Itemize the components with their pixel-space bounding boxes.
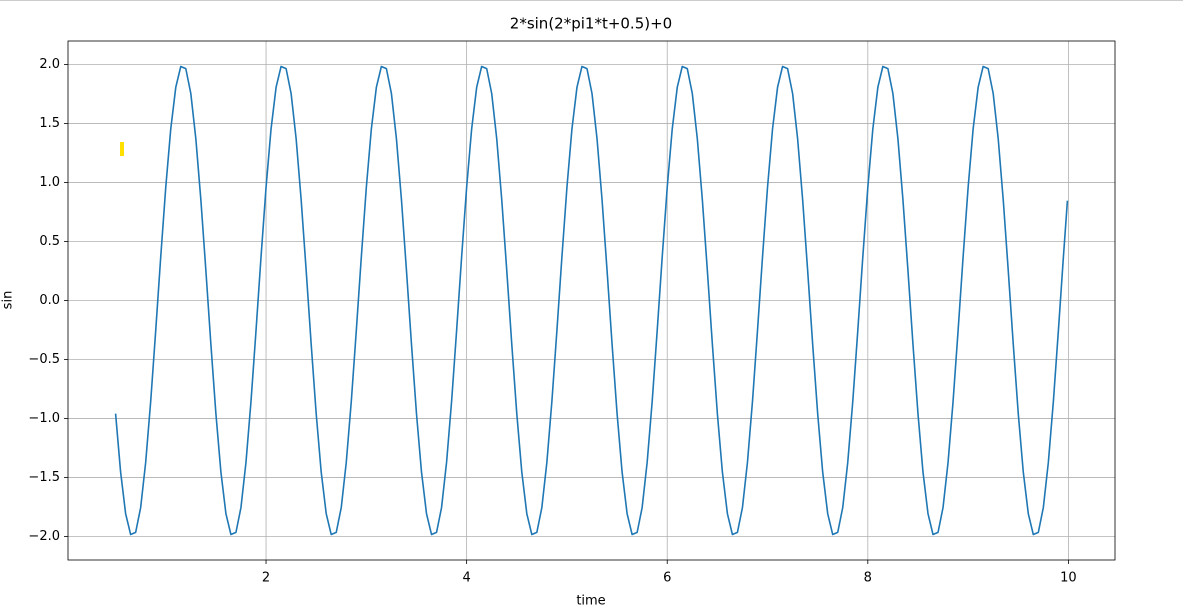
y-tick-label: 1.0 bbox=[39, 175, 60, 190]
y-tick-label: 2.0 bbox=[39, 57, 60, 72]
x-tick-label: 4 bbox=[462, 571, 470, 586]
y-tick-label: 0.0 bbox=[39, 293, 60, 308]
y-tick-label: 1.5 bbox=[39, 116, 60, 131]
x-tick-label: 10 bbox=[1060, 571, 1077, 586]
y-tick-label: −0.5 bbox=[28, 352, 60, 367]
data-line bbox=[114, 65, 1069, 536]
y-tick-label: −1.0 bbox=[28, 411, 60, 426]
x-tick-label: 6 bbox=[663, 571, 671, 586]
marker-artifact bbox=[120, 142, 124, 156]
y-tick-label: 0.5 bbox=[39, 234, 60, 249]
y-tick-label: −2.0 bbox=[28, 529, 60, 544]
plot-frame bbox=[67, 40, 1116, 561]
chart-title: 2*sin(2*pi1*t+0.5)+0 bbox=[510, 15, 672, 33]
y-tick-label: −1.5 bbox=[28, 470, 60, 485]
x-tick-label: 8 bbox=[864, 571, 872, 586]
x-axis-label: time bbox=[576, 594, 605, 609]
x-tick-label: 2 bbox=[262, 571, 270, 586]
y-axis-label: sin bbox=[1, 291, 16, 310]
